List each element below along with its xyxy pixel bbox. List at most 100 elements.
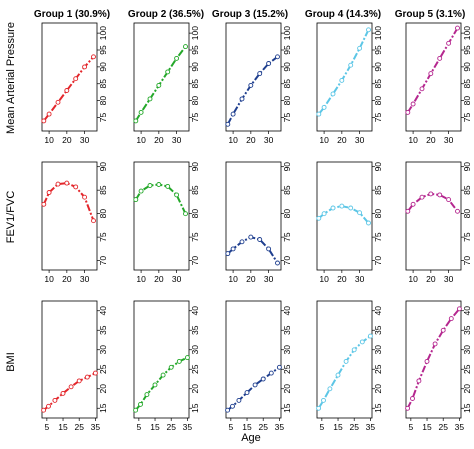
y-tick-label: 90 (282, 162, 292, 172)
y-tick-label: 95 (462, 45, 472, 55)
data-point (316, 111, 322, 117)
data-point (252, 382, 258, 388)
series-line (134, 183, 187, 215)
data-point (316, 215, 322, 221)
x-tick-label: 10 (44, 274, 54, 284)
data-point (321, 397, 326, 403)
data-point (92, 370, 98, 376)
data-point (60, 390, 66, 396)
x-tick-label: 30 (444, 135, 454, 145)
y-tick-label: 85 (462, 185, 472, 195)
y-tick-label: 85 (373, 79, 383, 89)
y-tick-label: 35 (98, 325, 108, 335)
y-tick-label: 15 (462, 403, 472, 413)
x-tick-label: 5 (228, 422, 233, 432)
y-tick-label: 85 (190, 185, 200, 195)
data-point (176, 358, 182, 364)
y-tick-label: 75 (373, 113, 383, 123)
data-point (248, 234, 254, 240)
y-tick-label: 90 (190, 62, 200, 72)
data-point (73, 76, 79, 82)
data-point (260, 376, 266, 382)
x-tick-label: 15 (422, 422, 432, 432)
data-point (225, 251, 231, 257)
panel-bmi-group-5: 15 20 25 30 35 40 5 15 25 35 (405, 300, 472, 432)
y-tick-label: 85 (190, 79, 200, 89)
x-tick-label: 35 (455, 422, 465, 432)
x-tick-label: 25 (74, 422, 84, 432)
data-point (46, 403, 51, 409)
x-tick-label: 30 (355, 135, 365, 145)
data-point (339, 203, 345, 209)
y-tick-label: 70 (462, 256, 472, 266)
y-tick-label: 95 (190, 45, 200, 55)
y-tick-label: 20 (373, 384, 383, 394)
data-point (432, 341, 438, 347)
x-tick-label: 10 (136, 274, 146, 284)
y-tick-label: 80 (462, 209, 472, 219)
data-point (327, 386, 333, 392)
y-tick-label: 90 (98, 162, 108, 172)
x-tick-label: 15 (333, 422, 343, 432)
data-point (68, 384, 74, 390)
data-point (257, 237, 263, 242)
panel-bmi-group-3: 15 20 25 30 35 40 5 15 25 35 (225, 300, 292, 432)
data-point (64, 180, 70, 186)
x-tick-label: 5 (408, 422, 413, 432)
data-point (366, 220, 371, 226)
y-tick-label: 100 (190, 26, 200, 40)
y-tick-label: 90 (373, 162, 383, 172)
data-point (152, 382, 158, 388)
data-point (133, 118, 139, 124)
x-tick-label: 10 (228, 274, 238, 284)
data-point (437, 192, 443, 198)
y-tick-label: 20 (462, 384, 472, 394)
y-tick-label: 30 (373, 345, 383, 355)
x-tick-label: 5 (136, 422, 141, 432)
y-tick-label: 100 (282, 26, 292, 40)
data-point (41, 201, 47, 207)
y-tick-label: 95 (98, 45, 108, 55)
row-label-bmi: BMI (5, 352, 17, 372)
data-point (82, 64, 88, 70)
data-point (244, 390, 250, 396)
series-line (406, 27, 459, 113)
x-tick-label: 30 (80, 135, 90, 145)
y-tick-label: 85 (98, 185, 108, 195)
y-tick-label: 100 (462, 26, 472, 40)
data-point (230, 246, 236, 252)
x-tick-label: 35 (275, 422, 285, 432)
x-tick-label: 10 (319, 274, 329, 284)
y-tick-label: 25 (98, 364, 108, 374)
data-point (366, 27, 371, 33)
panel-map-group-2: 75 80 85 90 95 100 10 20 30 (133, 22, 200, 145)
y-tick-label: 75 (98, 232, 108, 242)
x-tick-label: 30 (264, 274, 274, 284)
x-tick-label: 10 (136, 135, 146, 145)
y-tick-label: 75 (190, 232, 200, 242)
data-point (144, 392, 150, 398)
data-point (348, 62, 354, 68)
data-point (437, 55, 443, 61)
data-point (339, 77, 345, 83)
data-point (91, 218, 96, 224)
y-tick-label: 30 (282, 345, 292, 355)
x-tick-label: 25 (166, 422, 176, 432)
y-tick-label: 20 (98, 384, 108, 394)
y-tick-label: 75 (190, 113, 200, 123)
data-point (416, 378, 422, 384)
data-point (147, 183, 153, 188)
data-point (257, 71, 263, 77)
data-point (351, 347, 357, 353)
panel-frame (405, 300, 462, 419)
row-label-fev1-fvc: FEV1/FVC (5, 191, 17, 244)
y-tick-label: 75 (282, 113, 292, 123)
data-point (184, 355, 190, 361)
x-tick-label: 10 (228, 135, 238, 145)
data-point (405, 405, 411, 411)
panel-frame (41, 161, 98, 271)
data-point (52, 397, 58, 403)
panel-frame (133, 161, 190, 271)
data-point (183, 211, 188, 217)
